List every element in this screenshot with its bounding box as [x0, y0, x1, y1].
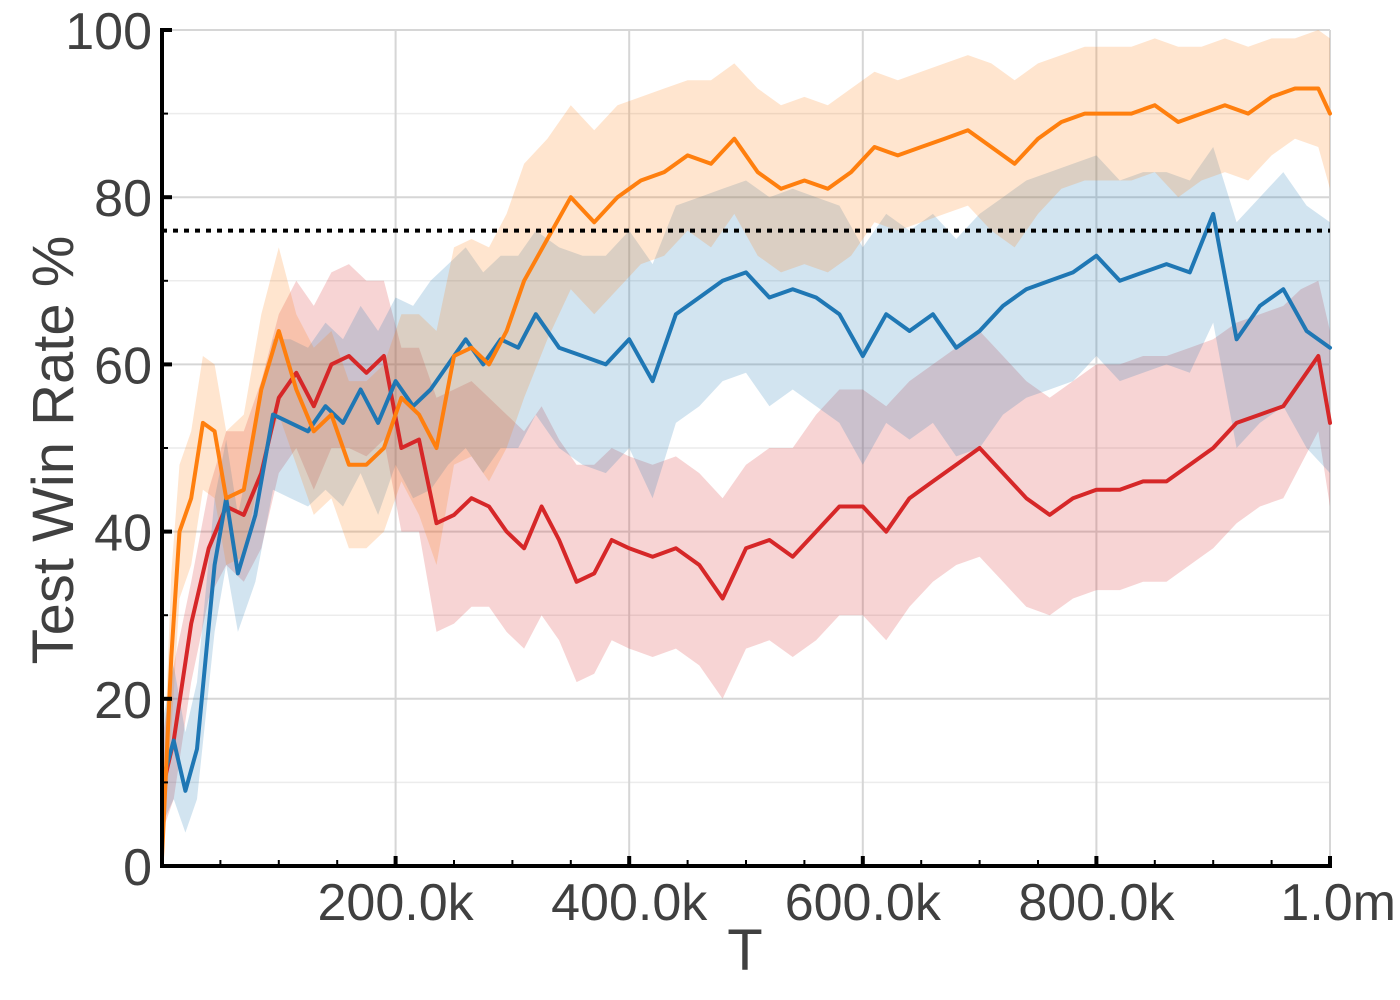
grid-layer: [162, 29, 1331, 866]
series-2-line: [160, 211, 1332, 793]
y-tick-label: 40: [94, 505, 152, 563]
series-lines: [160, 86, 1332, 860]
series-1-line: [160, 354, 1332, 793]
x-tick-label: 1.0m: [1280, 874, 1396, 932]
y-tick-label: 80: [94, 170, 152, 228]
y-tick-label: 0: [123, 839, 152, 897]
y-tick-label: 100: [65, 3, 152, 61]
x-axis-title: T: [727, 918, 762, 983]
y-tick-label: 20: [94, 672, 152, 730]
tick-labels-layer: 0 20 40 60 80 100 200.0k 400.0k 600.0k 800.0k 1.0m: [65, 3, 1396, 932]
x-tick-label: 400.0k: [551, 874, 708, 932]
series-2-band: [162, 147, 1330, 833]
x-tick-label: 600.0k: [785, 874, 942, 932]
series-3-line: [160, 86, 1332, 860]
axes-layer: [160, 28, 1332, 868]
x-tick-label: 200.0k: [318, 874, 475, 932]
series-3-band: [162, 30, 1330, 866]
x-tick-label: 800.0k: [1018, 874, 1175, 932]
y-axis-title: Test Win Rate %: [21, 236, 86, 665]
y-tick-label: 60: [94, 337, 152, 395]
